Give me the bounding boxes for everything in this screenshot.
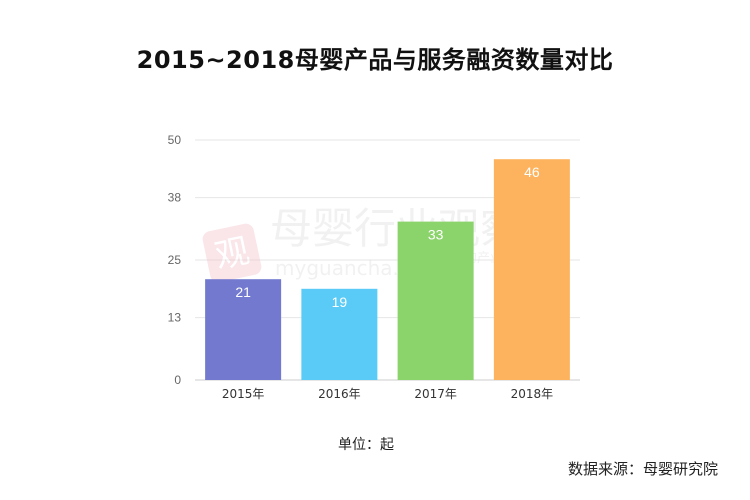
x-tick-label: 2017年 xyxy=(414,387,457,401)
y-tick-label: 38 xyxy=(168,191,182,205)
bar-value-label: 19 xyxy=(332,294,348,310)
watermark-logo: 观 xyxy=(211,231,253,277)
x-tick-label: 2016年 xyxy=(318,387,361,401)
bar-value-label: 33 xyxy=(428,227,444,243)
x-tick-label: 2015年 xyxy=(222,387,265,401)
bar xyxy=(493,159,570,380)
bar-value-label: 46 xyxy=(524,164,540,180)
bar xyxy=(205,279,282,380)
bar-value-label: 21 xyxy=(235,284,251,300)
bar xyxy=(301,288,378,380)
data-labels: 21 19 33 46 xyxy=(235,164,540,310)
y-axis-ticks: 0 13 25 38 50 xyxy=(168,133,182,387)
chart-title: 2015~2018母婴产品与服务融资数量对比 xyxy=(136,46,614,74)
watermark-brand: 母婴行业观察 xyxy=(270,204,522,253)
x-axis-ticks: 2015年 2016年 2017年 2018年 xyxy=(222,387,553,401)
y-tick-label: 13 xyxy=(168,311,182,325)
bars xyxy=(205,159,570,380)
watermark: 观 母婴行业观察 myguancha.com 母婴大的产业 xyxy=(202,204,522,283)
y-tick-label: 50 xyxy=(168,133,182,147)
y-tick-label: 25 xyxy=(168,253,182,267)
y-tick-label: 0 xyxy=(174,373,181,387)
source-label: 数据来源：母婴研究院 xyxy=(567,460,718,478)
unit-label: 单位：起 xyxy=(338,437,394,453)
bar xyxy=(397,221,474,380)
x-tick-label: 2018年 xyxy=(511,387,554,401)
bar-chart: 观 母婴行业观察 myguancha.com 母婴大的产业 013253850 … xyxy=(168,133,580,401)
